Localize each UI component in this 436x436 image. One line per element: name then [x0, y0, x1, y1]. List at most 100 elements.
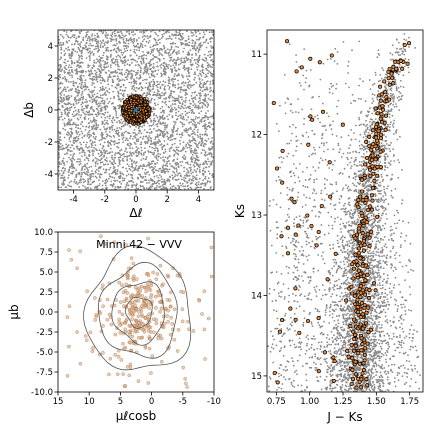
field-star: [100, 116, 103, 119]
field-star: [103, 44, 106, 46]
pm-point: [142, 330, 147, 334]
field-star: [87, 30, 89, 33]
field-star: [116, 127, 118, 129]
field-star: [159, 167, 162, 170]
field-star: [114, 154, 116, 156]
field-star: [203, 81, 206, 84]
pm-point: [139, 284, 144, 289]
field-star: [147, 73, 150, 75]
field-star: [82, 184, 84, 187]
field-star: [158, 30, 161, 33]
field-star: [113, 179, 116, 182]
field-star: [177, 63, 180, 66]
field-star: [112, 171, 115, 173]
field-star: [115, 110, 117, 113]
field-star: [123, 90, 126, 92]
field-star: [85, 98, 87, 101]
field-star: [187, 57, 190, 60]
field-star: [126, 181, 129, 184]
pm-point: [154, 321, 159, 326]
field-star: [149, 46, 152, 49]
field-star: [161, 48, 164, 51]
field-star: [111, 84, 113, 87]
field-star: [174, 137, 177, 140]
field-star: [142, 163, 145, 166]
field-star: [194, 148, 196, 151]
field-star: [177, 79, 180, 82]
field-star: [198, 54, 201, 57]
field-star: [114, 186, 117, 189]
field-star: [66, 97, 69, 100]
field-star: [204, 57, 207, 59]
field-star: [98, 68, 101, 71]
field-star: [201, 68, 204, 71]
field-star: [162, 84, 164, 86]
field-star: [70, 52, 73, 55]
field-star: [149, 36, 152, 38]
field-star: [144, 151, 147, 154]
field-star: [131, 184, 133, 187]
field-star: [110, 162, 113, 164]
field-star: [60, 183, 63, 185]
field-star: [198, 166, 201, 169]
field-star: [87, 114, 90, 116]
pm-point: [101, 324, 105, 328]
field-star: [178, 172, 181, 175]
field-star: [72, 164, 75, 166]
field-star: [201, 101, 204, 104]
pm-point: [143, 326, 147, 330]
field-star: [171, 71, 173, 74]
field-star: [114, 58, 117, 61]
field-star: [107, 65, 109, 68]
field-star: [84, 165, 87, 168]
field-star: [121, 32, 123, 35]
field-star: [83, 113, 86, 115]
field-star: [119, 57, 122, 59]
field-star: [204, 119, 206, 122]
field-star: [115, 40, 118, 42]
field-star: [58, 172, 61, 175]
field-star: [140, 62, 143, 65]
field-star: [101, 122, 104, 125]
field-star: [70, 134, 72, 137]
field-star: [198, 116, 201, 119]
member-star: [135, 115, 139, 119]
pm-point: [93, 318, 97, 322]
field-star: [111, 176, 114, 179]
field-star: [70, 164, 73, 167]
field-star: [78, 163, 81, 166]
field-star: [83, 154, 86, 157]
field-star: [76, 117, 79, 120]
field-star: [150, 124, 153, 127]
field-star: [142, 176, 145, 178]
cmd-field-star: [297, 191, 300, 194]
field-star: [159, 133, 162, 135]
field-star: [152, 171, 155, 173]
field-star: [60, 186, 63, 189]
cmd-field-star: [275, 344, 278, 347]
field-star: [191, 42, 194, 44]
field-star: [202, 173, 205, 176]
field-star: [135, 45, 138, 47]
field-star: [77, 98, 80, 101]
field-star: [117, 185, 120, 188]
field-star: [102, 102, 104, 105]
field-star: [184, 94, 187, 96]
field-star: [107, 50, 110, 52]
field-star: [185, 96, 187, 99]
field-star: [81, 109, 84, 112]
field-star: [202, 179, 205, 182]
field-star: [84, 180, 87, 183]
cmd-field-star: [338, 334, 341, 337]
x-tick-label: -4: [69, 195, 77, 205]
field-star: [168, 97, 171, 99]
field-star: [98, 183, 101, 185]
field-star: [202, 144, 205, 147]
field-star: [183, 170, 186, 173]
field-star: [192, 34, 195, 36]
field-star: [180, 150, 183, 152]
field-star: [73, 115, 76, 117]
field-star: [104, 116, 107, 119]
field-star: [99, 63, 102, 65]
field-star: [167, 178, 169, 181]
